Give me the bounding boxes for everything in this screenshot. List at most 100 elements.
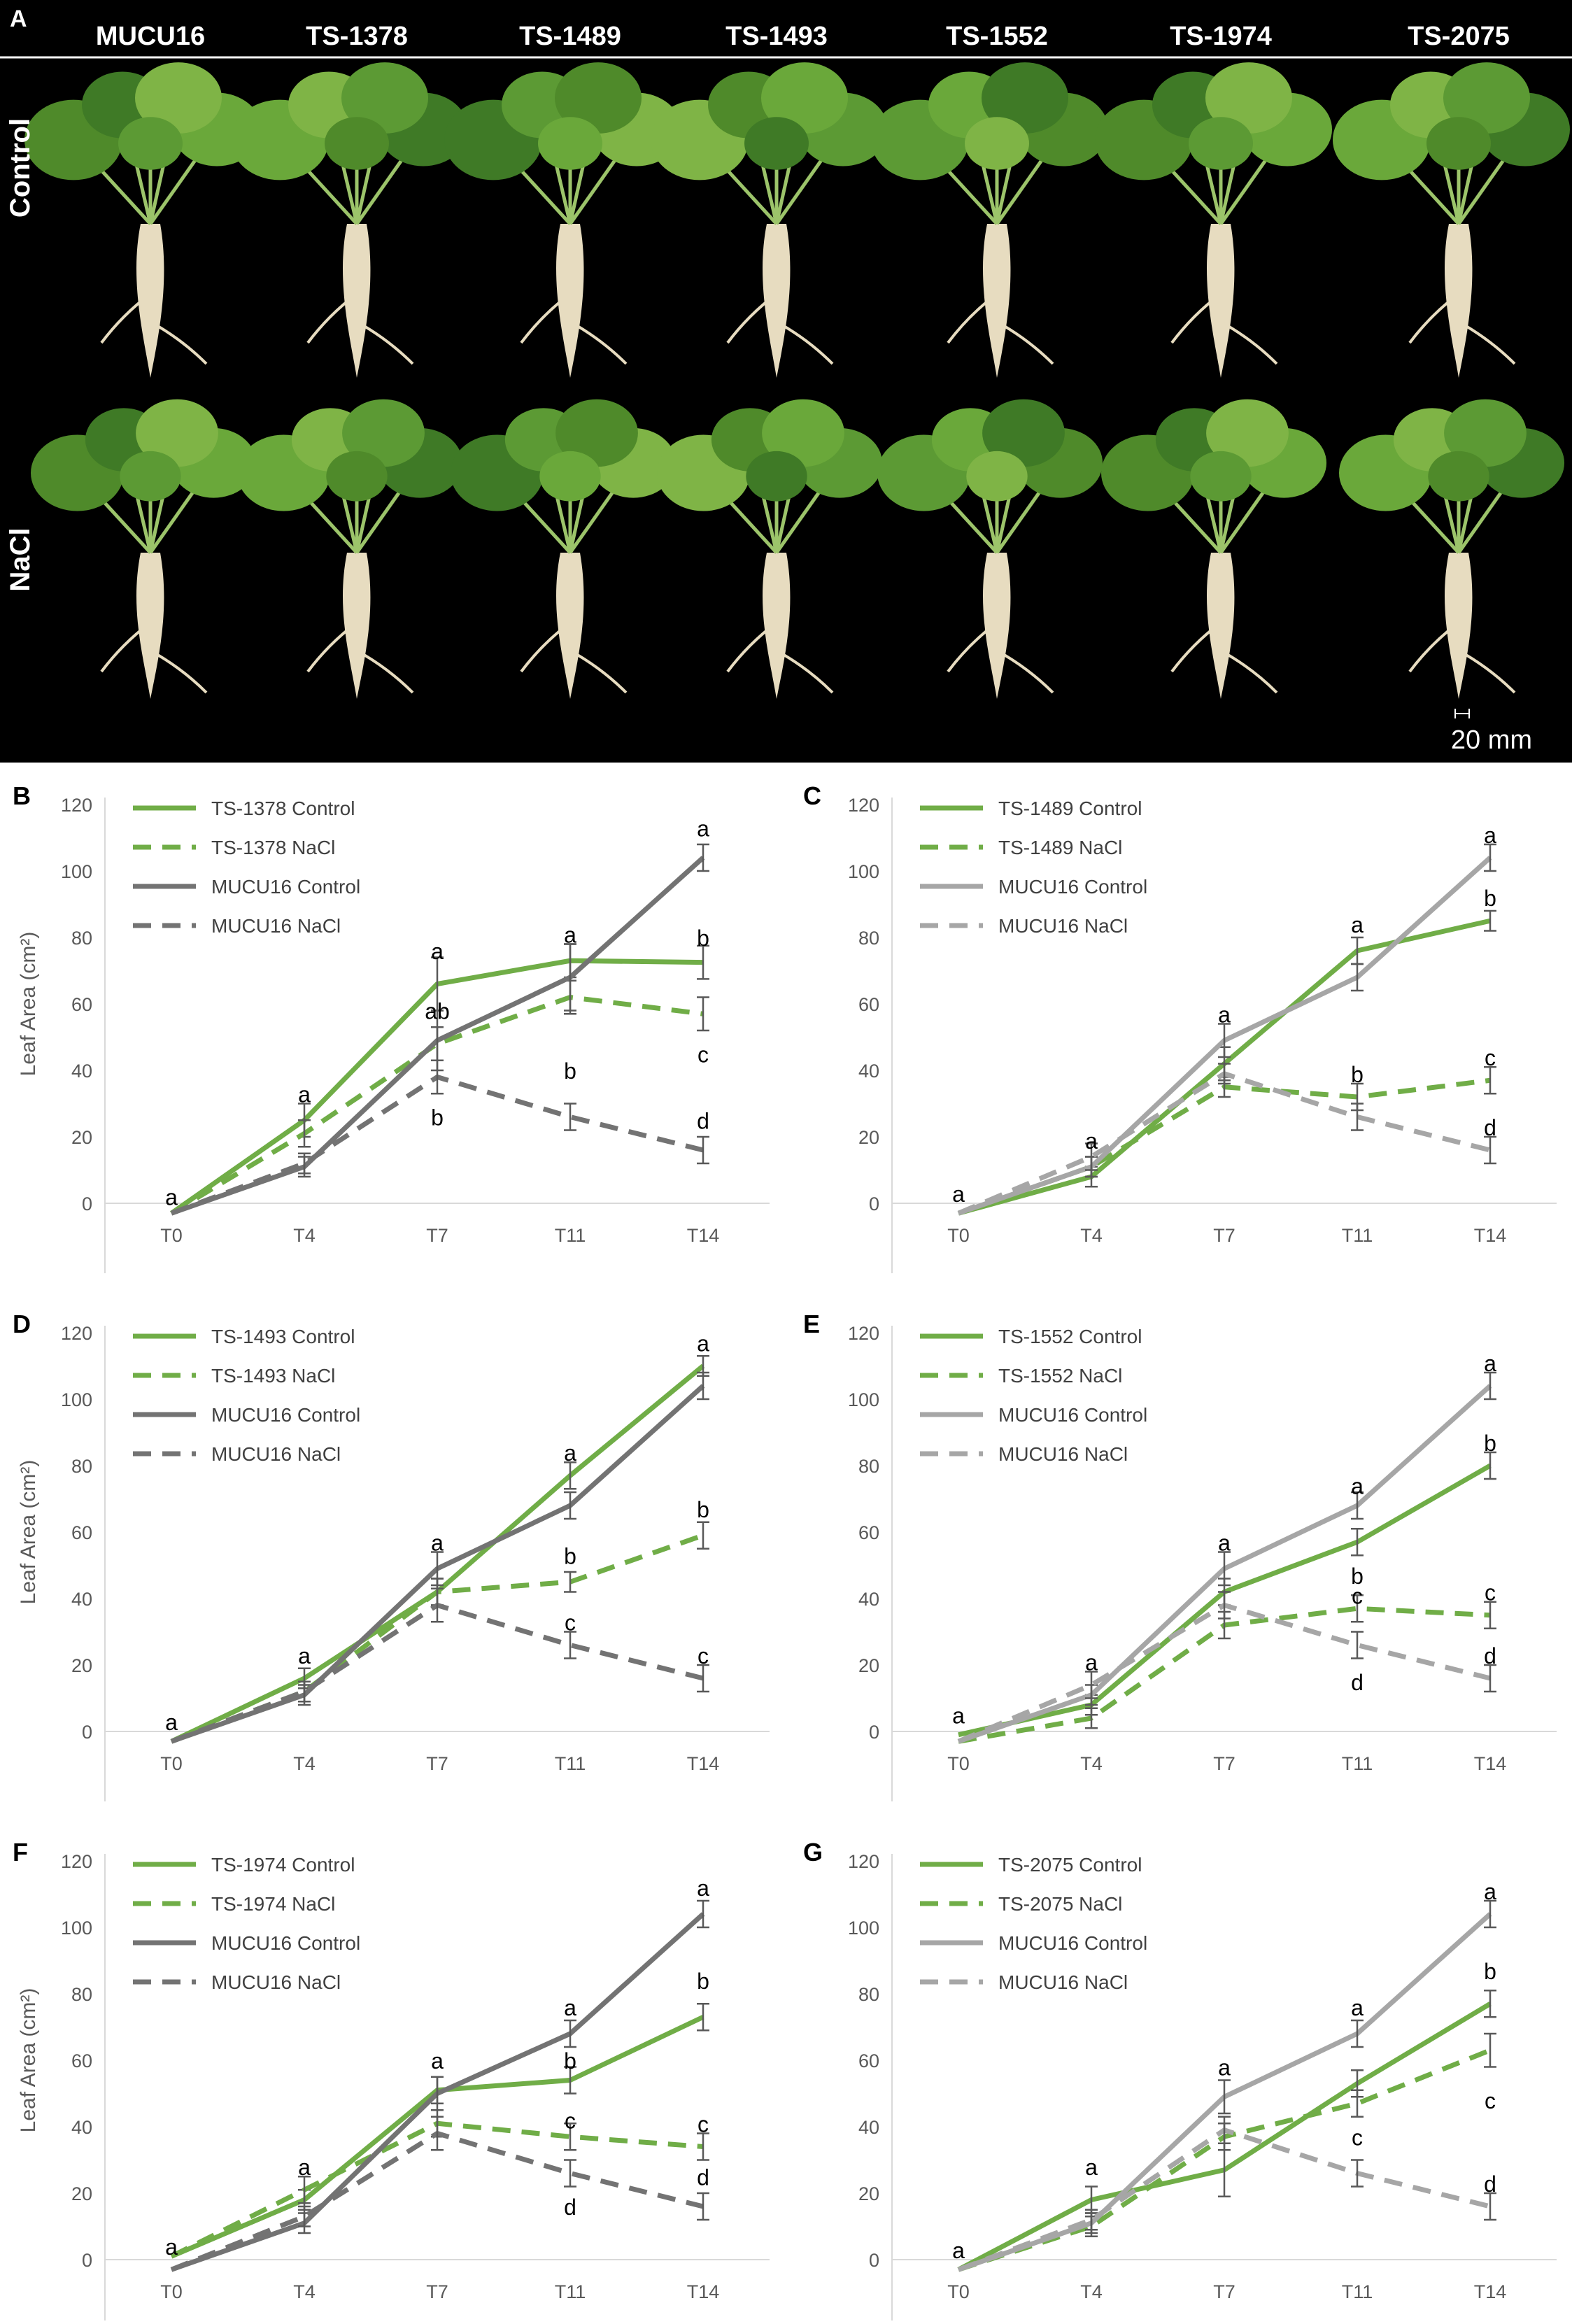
plant-ts-1552-nacl xyxy=(877,399,1103,699)
y-axis-label: Leaf Area (cm²) xyxy=(17,1988,40,2133)
significance-letter: a xyxy=(697,816,709,841)
series-line-ts-1378-nacl xyxy=(170,995,704,1216)
leaf xyxy=(555,62,642,134)
lateral-roots xyxy=(1170,621,1278,694)
genotype-header-ts-1974: TS-1974 xyxy=(1170,22,1272,51)
significance-letter: a xyxy=(564,922,576,947)
y-tick-label-20: 20 xyxy=(858,2183,879,2204)
taproot xyxy=(763,553,791,699)
panel-letter-g: G xyxy=(803,1838,823,1866)
significance-letter: a xyxy=(298,2155,311,2180)
taproot xyxy=(983,224,1011,378)
legend-label-ts-1378-control: TS-1378 Control xyxy=(211,798,355,819)
y-tick-label-0: 0 xyxy=(82,2250,92,2271)
taproot xyxy=(556,224,584,378)
legend-label-mucu16-control: MUCU16 Control xyxy=(998,876,1147,898)
significance-letter: a xyxy=(952,1182,965,1207)
y-tick-label-20: 20 xyxy=(71,2183,92,2204)
significance-letter: d xyxy=(1484,1643,1496,1668)
series-line-mucu16-nacl xyxy=(170,1075,704,1216)
y-tick-label-100: 100 xyxy=(61,861,92,882)
y-tick-label-40: 40 xyxy=(71,2117,92,2138)
significance-letter: c xyxy=(565,2109,576,2134)
leaf-area-chart-grid: B 0 20 40 60 80 100 120 T0 T4 T7 T11 T14 Leaf Area (c… xyxy=(13,781,1557,2324)
significance-letter: d xyxy=(697,2164,709,2190)
plant-ts-1974-control xyxy=(1095,62,1332,378)
significance-letter: b xyxy=(564,1543,576,1568)
row-label-control: Control xyxy=(5,118,36,218)
y-tick-label-120: 120 xyxy=(61,1851,92,1872)
chart-panel-c: C 0 20 40 60 80 100 120 T0 T4 T7 T11 T14 TS-1489 Cont… xyxy=(803,781,1557,1273)
legend-label-ts-1552-control: TS-1552 Control xyxy=(998,1326,1142,1347)
significance-letter: b xyxy=(1484,1959,1496,1984)
panel-letter-b: B xyxy=(13,781,31,810)
significance-letter: d xyxy=(564,2195,576,2220)
leaf xyxy=(1190,451,1252,502)
panel-letter-a: A xyxy=(10,6,27,32)
legend-label-mucu16-control: MUCU16 Control xyxy=(211,876,360,898)
y-tick-label-40: 40 xyxy=(858,1589,879,1610)
leaf xyxy=(342,399,425,467)
y-tick-label-40: 40 xyxy=(71,1589,92,1610)
plant-ts-1489-control xyxy=(444,62,681,378)
y-tick-label-100: 100 xyxy=(848,1918,879,1939)
taproot xyxy=(556,553,584,699)
legend-label-ts-1974-control: TS-1974 Control xyxy=(211,1854,355,1876)
legend-label-mucu16-control: MUCU16 Control xyxy=(998,1932,1147,1954)
plant-ts-1552-control xyxy=(871,62,1108,378)
significance-letter: d xyxy=(1351,1670,1364,1695)
y-tick-label-60: 60 xyxy=(71,1522,92,1543)
y-tick-label-0: 0 xyxy=(869,1193,879,1214)
lateral-roots xyxy=(1170,292,1278,365)
taproot xyxy=(763,224,791,378)
y-axis-label: Leaf Area (cm²) xyxy=(17,1460,40,1605)
leaf xyxy=(762,399,844,467)
leaf xyxy=(555,399,638,467)
legend-label-ts-1552-nacl: TS-1552 NaCl xyxy=(998,1365,1122,1387)
x-tick-label-t11: T11 xyxy=(555,1753,586,1774)
leaf xyxy=(1206,399,1289,467)
plant-ts-2075-control xyxy=(1333,62,1570,378)
leaf xyxy=(1189,117,1253,170)
legend-label-ts-1378-nacl: TS-1378 NaCl xyxy=(211,837,335,858)
y-tick-label-0: 0 xyxy=(82,1722,92,1743)
leaf xyxy=(120,451,181,502)
significance-letter: a xyxy=(431,939,444,964)
taproot xyxy=(136,553,164,699)
y-tick-label-120: 120 xyxy=(848,1323,879,1344)
leaf xyxy=(136,399,218,467)
leaf xyxy=(744,117,809,170)
y-tick-label-0: 0 xyxy=(869,1722,879,1743)
x-tick-label-t7: T7 xyxy=(1213,1753,1235,1774)
genotype-headers: MUCU16 TS-1378 TS-1489 TS-1493 TS-1552 TS-197… xyxy=(96,22,1510,51)
y-tick-label-100: 100 xyxy=(61,1389,92,1410)
x-tick-label-t0: T0 xyxy=(947,2281,970,2302)
y-tick-label-40: 40 xyxy=(858,1061,879,1082)
significance-letter: b xyxy=(564,2048,576,2074)
legend-label-mucu16-nacl: MUCU16 NaCl xyxy=(211,915,341,937)
leaf xyxy=(982,62,1068,134)
chart-panel-d: D 0 20 40 60 80 100 120 T0 T4 T7 T11 T14 Leaf Area (c… xyxy=(13,1310,770,1801)
x-tick-label-t0: T0 xyxy=(947,1753,970,1774)
legend-label-ts-1489-nacl: TS-1489 NaCl xyxy=(998,837,1122,858)
significance-letter: b xyxy=(697,1497,709,1522)
significance-letter: a xyxy=(1218,1530,1231,1555)
significance-letter: b xyxy=(431,1105,444,1131)
scale-bar-label: 20 mm xyxy=(1451,725,1532,755)
lateral-roots xyxy=(726,292,834,365)
x-tick-label-t7: T7 xyxy=(1213,2281,1235,2302)
lateral-roots xyxy=(1408,292,1516,365)
taproot xyxy=(1207,553,1235,699)
y-tick-label-20: 20 xyxy=(71,1127,92,1148)
leaf xyxy=(538,117,602,170)
significance-letter: a xyxy=(1218,1002,1231,1027)
chart-panel-g: G 0 20 40 60 80 100 120 T0 T4 T7 T11 T14 TS-2075 Cont… xyxy=(803,1838,1557,2324)
significance-letter: c xyxy=(698,2111,709,2137)
panel-letter-d: D xyxy=(13,1310,31,1338)
x-tick-label-t7: T7 xyxy=(426,1753,448,1774)
y-tick-label-60: 60 xyxy=(71,994,92,1015)
x-tick-label-t7: T7 xyxy=(426,1225,448,1246)
x-tick-label-t0: T0 xyxy=(160,1753,183,1774)
x-tick-label-t4: T4 xyxy=(293,2281,316,2302)
leaf xyxy=(965,117,1029,170)
